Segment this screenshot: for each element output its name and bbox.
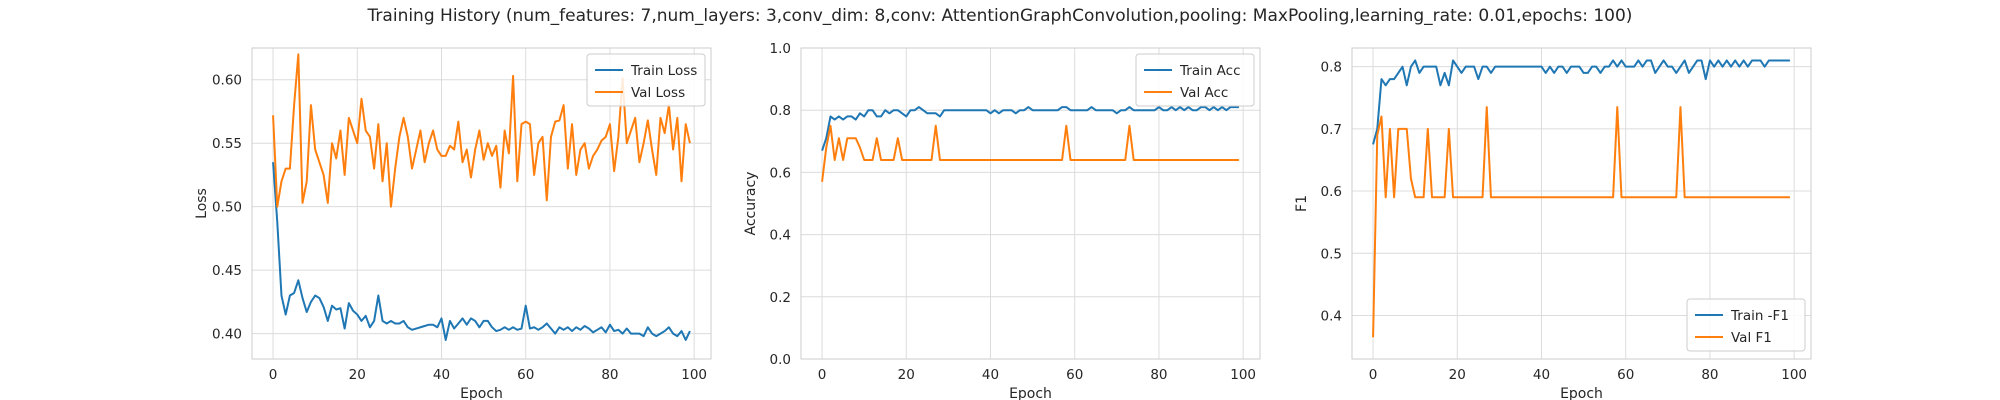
x-tick-label: 20: [898, 367, 915, 383]
series-line-train-acc: [821, 106, 1239, 151]
series-line-train-f1: [1372, 59, 1790, 145]
y-tick-label: 0.8: [770, 103, 791, 119]
series-line-val-loss: [272, 53, 691, 208]
x-tick-label: 40: [433, 367, 450, 383]
y-tick-label: 0.4: [1321, 308, 1342, 324]
series-line-val-acc: [821, 124, 1239, 182]
legend-label: Train -F1: [1730, 308, 1789, 324]
legend: Train -F1 Val F1: [1686, 298, 1806, 352]
y-tick-label: 0.7: [1321, 122, 1342, 138]
y-tick-label: 0.55: [212, 136, 242, 152]
x-tick-label: 20: [349, 367, 366, 383]
x-tick-label: 0: [269, 367, 278, 383]
series-line-train-loss: [272, 162, 691, 341]
subplots-container: 0 20 40 60 80 1000.400.450.500.550.60EpochLos…: [194, 41, 1812, 400]
x-axis-label: Epoch: [1009, 386, 1052, 400]
y-tick-label: 0.5: [1321, 246, 1342, 262]
x-tick-label: 60: [1617, 367, 1634, 383]
x-tick-label: 80: [1701, 367, 1718, 383]
y-tick-label: 0.8: [1321, 60, 1342, 76]
legend-label: Val Loss: [631, 85, 685, 101]
y-axis-label: Accuracy: [743, 172, 759, 236]
x-tick-label: 80: [601, 367, 618, 383]
x-tick-label: 0: [818, 367, 827, 383]
y-axis-label: Loss: [194, 188, 210, 219]
y-tick-label: 1.0: [770, 41, 791, 57]
legend-label: Val Acc: [1180, 85, 1228, 101]
loss-chart: 0 20 40 60 80 100 0.40 0.45 0.50 0.55 0.60 Epoch Los…: [194, 47, 712, 400]
y-tick-label: 0.2: [770, 290, 791, 306]
plot-frame: [1351, 47, 1812, 360]
y-tick-label: 0.4: [770, 228, 791, 244]
x-axis-label: Epoch: [460, 386, 503, 400]
y-tick-label: 0.6: [1321, 184, 1342, 200]
f1-chart: 0 20 40 60 80 100 0.4 0.5 0.6 0.7 0.8 Epoch F1 Train …: [1294, 47, 1812, 400]
plot-frame: [251, 47, 712, 360]
y-tick-label: 0.60: [212, 73, 242, 89]
legend: Train Loss Val Loss: [586, 53, 706, 107]
y-tick-label: 0.40: [212, 327, 242, 343]
x-tick-label: 100: [681, 367, 707, 383]
y-tick-label: 0.45: [212, 263, 242, 279]
x-axis-label: Epoch: [1560, 386, 1603, 400]
legend-label: Train Acc: [1179, 63, 1241, 79]
x-tick-label: 100: [1230, 367, 1256, 383]
legend-label: Val F1: [1731, 330, 1772, 346]
x-tick-label: 20: [1449, 367, 1466, 383]
series-line-val-f1: [1372, 106, 1790, 338]
y-tick-label: 0.6: [770, 165, 791, 181]
y-axis-label: F1: [1294, 195, 1310, 212]
legend-label: Train Loss: [630, 63, 697, 79]
x-tick-label: 40: [1533, 367, 1550, 383]
x-tick-label: 60: [517, 367, 534, 383]
x-tick-label: 60: [1066, 367, 1083, 383]
accuracy-chart: 0 20 40 60 80 100 0.0 0.2 0.4 0.6 0.8 1.0 Epoch Accur…: [743, 41, 1261, 400]
plot-frame: [800, 47, 1261, 360]
x-tick-label: 80: [1150, 367, 1167, 383]
legend: Train Acc Val Acc: [1135, 53, 1255, 107]
x-tick-label: 0: [1369, 367, 1378, 383]
y-tick-label: 0.0: [770, 352, 791, 368]
figure-suptitle: Training History (num_features: 7,num_la…: [367, 6, 1633, 26]
x-tick-label: 100: [1781, 367, 1807, 383]
x-tick-label: 40: [982, 367, 999, 383]
y-tick-label: 0.50: [212, 200, 242, 216]
